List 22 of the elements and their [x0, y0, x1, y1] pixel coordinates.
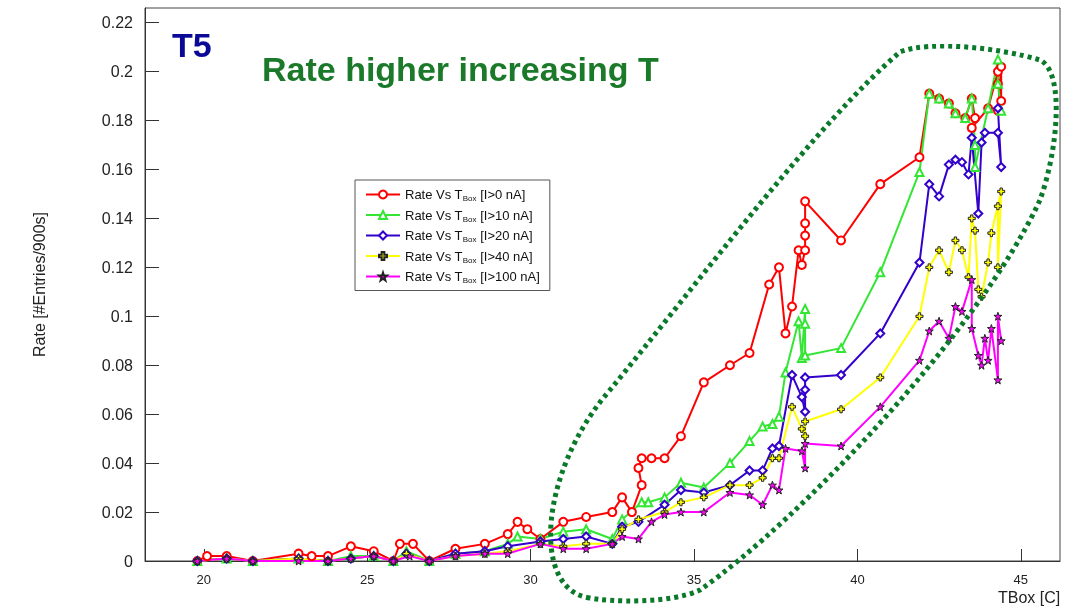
y-tick-label: 0.1 — [110, 307, 134, 325]
annotation: Rate higher increasing T — [262, 50, 659, 88]
x-axis-title: TBox [C] — [998, 588, 1061, 606]
y-tick-label: 0.18 — [101, 112, 134, 130]
x-tick-label: 45 — [1013, 572, 1029, 587]
y-tick-label: 0.02 — [101, 503, 134, 521]
x-tick-label: 25 — [359, 572, 375, 587]
x-tick-label: 30 — [523, 572, 538, 587]
y-tick-label: 0.04 — [101, 454, 134, 472]
x-tick-label: 20 — [196, 572, 212, 587]
x-tick-label: 40 — [850, 572, 865, 587]
y-tick-label: 0.12 — [101, 258, 134, 276]
y-tick-label: 0 — [124, 552, 134, 570]
x-tick-label: 35 — [686, 572, 702, 587]
y-tick-label: 0.14 — [101, 209, 134, 227]
annotation: T5 — [172, 26, 212, 64]
y-axis-title: Rate [#Entries/900s] — [30, 212, 48, 357]
y-tick-label: 0.2 — [110, 63, 134, 81]
y-tick-label: 0.06 — [101, 405, 134, 423]
y-tick-label: 0.16 — [101, 161, 134, 178]
y-tick-label: 0.22 — [101, 14, 134, 32]
y-tick-label: 0.08 — [101, 356, 134, 374]
